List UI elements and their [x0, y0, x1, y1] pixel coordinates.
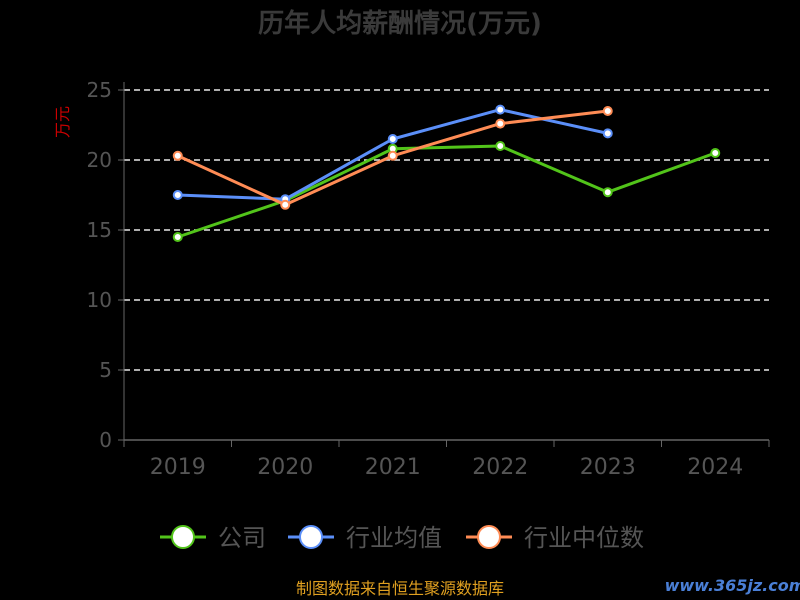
x-tick-label: 2024: [687, 455, 743, 480]
legend[interactable]: 公司 行业均值 行业中位数: [160, 524, 644, 552]
data-point: [495, 141, 506, 151]
data-point: [172, 190, 183, 200]
data-point: [495, 118, 506, 129]
y-axis-label: 万元: [53, 106, 72, 138]
series-layer: [172, 104, 721, 242]
data-point: [602, 106, 613, 116]
x-tick-label: 2021: [365, 455, 421, 480]
series-line-0: [177, 144, 716, 239]
legend-item-1[interactable]: 行业均值: [288, 524, 442, 552]
source-note: 制图数据来自恒生聚源数据库: [296, 579, 504, 598]
y-tick-label: 5: [99, 358, 112, 382]
legend-label: 行业均值: [346, 524, 442, 552]
data-point: [172, 150, 183, 161]
y-tick-label: 20: [87, 148, 112, 172]
data-point: [495, 104, 506, 115]
data-point: [172, 232, 183, 242]
watermark: www.365jz.com: [665, 576, 800, 595]
data-point: [280, 199, 291, 210]
y-tick-label: 15: [87, 218, 112, 242]
legend-label: 行业中位数: [524, 524, 644, 552]
data-point: [602, 128, 613, 139]
legend-marker: [477, 525, 501, 549]
legend-label: 公司: [218, 524, 266, 552]
data-point: [602, 187, 613, 198]
data-point: [387, 150, 398, 161]
legend-marker: [171, 525, 195, 549]
legend-item-0[interactable]: 公司: [160, 524, 266, 552]
x-tick-label: 2019: [150, 455, 206, 480]
grid-lines: [124, 89, 769, 371]
x-tick-labels: 2019 2020 2021 2022 2023 2024: [123, 440, 770, 480]
axes: [123, 82, 769, 441]
x-tick-label: 2023: [580, 455, 636, 480]
data-point: [710, 148, 721, 158]
chart-title: 历年人均薪酬情况(万元): [258, 8, 542, 39]
data-point: [387, 134, 398, 144]
y-tick-label: 0: [99, 428, 112, 452]
x-tick-label: 2020: [257, 455, 313, 480]
y-tick-label: 10: [87, 288, 112, 312]
legend-marker: [299, 525, 323, 549]
y-tick-label: 25: [87, 78, 112, 102]
x-tick-label: 2022: [472, 455, 528, 480]
legend-item-2[interactable]: 行业中位数: [466, 524, 644, 552]
y-tick-labels: 0 5 10 15 20 25: [87, 78, 124, 452]
